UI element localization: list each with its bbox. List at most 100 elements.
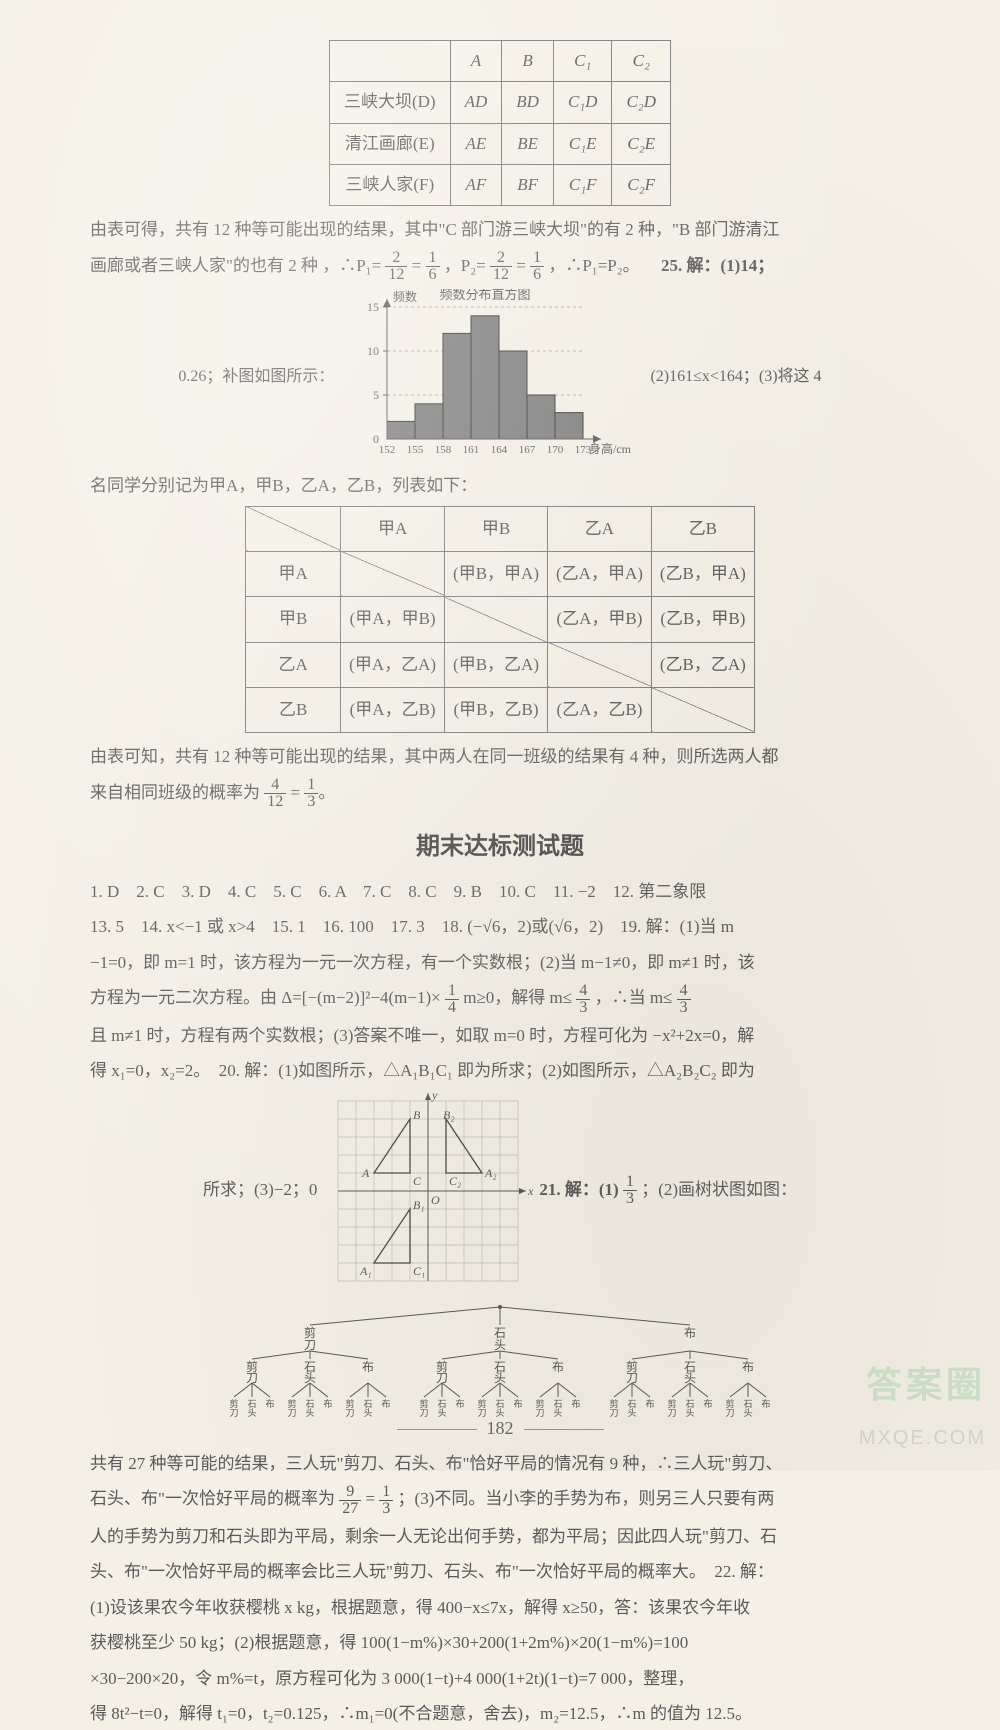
svg-text:A: A (361, 1166, 370, 1180)
paragraph: 来自相同班级的概率为 412 = 13。 (90, 777, 910, 811)
table-row: 清江画廊(E)AEBEC₁EC₂E (329, 123, 670, 164)
svg-text:布: 布 (703, 1398, 712, 1409)
cell: C₁ (553, 41, 612, 82)
watermark: 答案圈 MXQE.COM (859, 1351, 986, 1457)
table-row: 甲B(甲A，甲B)(乙A，甲B)(乙B，甲B) (246, 597, 755, 642)
coordinate-grid: yxOABCB₂A₂C₂B₁A₁C₁ (323, 1091, 533, 1291)
fraction: 13 (623, 1174, 637, 1207)
paragraph: 名同学分别记为甲A，甲B，乙A，乙B，列表如下： (90, 470, 910, 501)
svg-text:y: y (431, 1091, 438, 1102)
svg-text:布: 布 (761, 1398, 770, 1409)
cell: B (502, 41, 554, 82)
svg-text:频数: 频数 (393, 289, 417, 304)
svg-text:身高/cm: 身高/cm (589, 441, 632, 456)
fraction: 43 (576, 983, 590, 1016)
svg-text:10: 10 (367, 344, 379, 358)
svg-text:B₁: B₁ (413, 1198, 425, 1212)
paragraph: 画廊或者三峡人家"的也有 2 种 ，∴P₁= 212 = 16 ，P₂= 212… (90, 250, 910, 284)
svg-text:布: 布 (742, 1360, 754, 1374)
svg-text:167: 167 (519, 444, 536, 456)
fraction: 14 (445, 983, 459, 1016)
svg-text:155: 155 (407, 444, 424, 456)
fraction: 13 (379, 1484, 393, 1517)
section-title: 期末达标测试题 (90, 824, 910, 870)
paragraph: 由表可得，共有 12 种等可能出现的结果，其中"C 部门游三峡大坝"的有 2 种… (90, 214, 910, 245)
chart-right-caption: (2)161≤x<164；(3)将这 4 (650, 362, 821, 392)
cell: A (450, 41, 502, 82)
svg-text:布: 布 (684, 1326, 696, 1340)
svg-text:170: 170 (547, 444, 564, 456)
svg-text:B: B (413, 1108, 421, 1122)
paragraph: 人的手势为剪刀和石头即为平局，剩余一人无论出何手势，都为平局；因此四人玩"剪刀、… (90, 1521, 910, 1552)
table-departments: A B C₁ C₂ 三峡大坝(D)ADBDC₁DC₂D 清江画廊(E)AEBEC… (329, 40, 671, 206)
svg-text:布: 布 (645, 1398, 654, 1409)
table-pairs: 甲A甲B乙A乙B 甲A(甲B，甲A)(乙A，甲A)(乙B，甲A) 甲B(甲A，甲… (245, 506, 755, 733)
svg-text:O: O (431, 1193, 440, 1207)
fraction: 212 (490, 250, 512, 283)
histogram: 51015152155158161164167170173身高/cm频数频数分布… (342, 289, 642, 464)
table-row: 三峡人家(F)AFBFC₁FC₂F (329, 164, 670, 205)
svg-text:布: 布 (265, 1398, 274, 1409)
watermark-line1: 答案圈 (859, 1351, 986, 1419)
svg-text:5: 5 (373, 388, 379, 402)
paragraph: 由表可知，共有 12 种等可能出现的结果，其中两人在同一班级的结果有 4 种，则… (90, 741, 910, 772)
svg-text:头: 头 (494, 1371, 506, 1385)
svg-text:头: 头 (684, 1371, 696, 1385)
paragraph: ×30−200×20，令 m%=t，原方程可化为 3 000(1−t)+4 00… (90, 1663, 910, 1694)
page: A B C₁ C₂ 三峡大坝(D)ADBDC₁DC₂D 清江画廊(E)AEBEC… (0, 0, 1000, 1471)
fraction: 927 (339, 1484, 361, 1517)
cell (329, 41, 450, 82)
svg-text:头: 头 (304, 1371, 316, 1385)
watermark-line2: MXQE.COM (859, 1419, 986, 1457)
fraction: 43 (677, 983, 691, 1016)
svg-text:x: x (527, 1184, 533, 1198)
svg-text:B₂: B₂ (443, 1108, 455, 1122)
svg-text:布: 布 (323, 1398, 332, 1409)
svg-text:164: 164 (491, 444, 508, 456)
table-row: 甲A(甲B，甲A)(乙A，甲A)(乙B，甲A) (246, 551, 755, 596)
answers-line: 13. 5 14. x<−1 或 x>4 15. 1 16. 100 17. 3… (90, 911, 910, 942)
paragraph: (1)设该果农今年收获樱桃 x kg，根据题意，得 400−x≤7x，解得 x≥… (90, 1592, 910, 1623)
histogram-row: 0.26；补图如图所示： 510151521551581611641671701… (90, 289, 910, 464)
q21-text: 21. 解：(1) 13 ；(2)画树状图如图： (539, 1174, 797, 1208)
tree-diagram: 剪刀剪刀剪刀石头布石头剪刀石头布布剪刀石头布石头剪刀剪刀石头布石头剪刀石头布布剪… (190, 1299, 810, 1429)
answers-line: 1. D 2. C 3. D 4. C 5. C 6. A 7. C 8. C … (90, 876, 910, 907)
fraction: 16 (530, 250, 544, 283)
chart-left-caption: 0.26；补图如图所示： (178, 362, 334, 392)
answers-line: −1=0，即 m=1 时，该方程为一元一次方程，有一个实数根；(2)当 m−1≠… (90, 947, 910, 978)
table-row: 乙A(甲A，乙A)(甲B，乙A)(乙B，乙A) (246, 642, 755, 687)
svg-text:158: 158 (435, 444, 452, 456)
table-row: 乙B(甲A，乙B)(甲B，乙B)(乙A，乙B) (246, 687, 755, 732)
svg-text:布: 布 (571, 1398, 580, 1409)
paragraph: 获樱桃至少 50 kg；(2)根据题意，得 100(1−m%)×30+200(1… (90, 1627, 910, 1658)
svg-text:布: 布 (362, 1360, 374, 1374)
svg-text:布: 布 (513, 1398, 522, 1409)
fraction: 16 (426, 250, 440, 283)
svg-text:刀: 刀 (246, 1371, 258, 1385)
table-row: A B C₁ C₂ (329, 41, 670, 82)
table-row: 甲A甲B乙A乙B (246, 506, 755, 551)
answers-line: 方程为一元二次方程。由 Δ=[−(m−2)]²−4(m−1)× 14 m≥0，解… (90, 982, 910, 1016)
svg-text:C: C (413, 1174, 422, 1188)
svg-text:刀: 刀 (626, 1371, 638, 1385)
svg-text:布: 布 (455, 1398, 464, 1409)
answers-line: 且 m≠1 时，方程有两个实数根；(3)答案不唯一，如取 m=0 时，方程可化为… (90, 1020, 910, 1051)
svg-text:A₁: A₁ (359, 1264, 372, 1278)
svg-text:161: 161 (463, 444, 480, 456)
q-label: 25. 解：(1)14； (661, 256, 774, 275)
svg-text:布: 布 (552, 1360, 564, 1374)
paragraph: 头、布"一次恰好平局的概率会比三人玩"剪刀、石头、布"一次恰好平局的概率大。 2… (90, 1556, 910, 1587)
paragraph: 石头、布"一次恰好平局的概率为 927 = 13 ；(3)不同。当小李的手势为布… (90, 1483, 910, 1517)
svg-text:频数分布直方图: 频数分布直方图 (440, 289, 531, 302)
svg-text:152: 152 (379, 444, 396, 456)
svg-text:0: 0 (373, 432, 379, 446)
figure-row: 所求；(3)−2；0 yxOABCB₂A₂C₂B₁A₁C₁ 21. 解：(1) … (90, 1091, 910, 1291)
svg-text:布: 布 (381, 1398, 390, 1409)
paragraph: 得 8t²−t=0，解得 t₁=0，t₂=0.125，∴m₁=0(不合题意，舍去… (90, 1698, 910, 1729)
paragraph: 共有 27 种等可能的结果，三人玩"剪刀、石头、布"恰好平局的情况有 9 种，∴… (90, 1448, 910, 1479)
svg-text:15: 15 (367, 300, 379, 314)
cell: C₂ (612, 41, 671, 82)
fig-left-caption: 所求；(3)−2；0 (203, 1174, 317, 1206)
fraction: 212 (385, 250, 407, 283)
svg-text:A₂: A₂ (484, 1166, 497, 1180)
